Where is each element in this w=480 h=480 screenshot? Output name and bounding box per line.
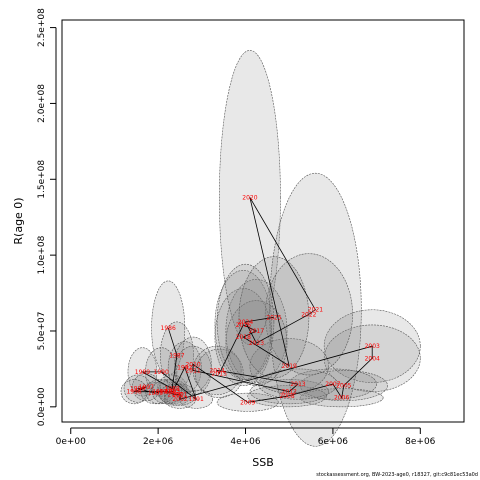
year-label-2018: 2018 [236, 334, 251, 341]
year-labels: 1986 1987 1988 1989 1990 1991 1992 199319941995… [126, 194, 380, 406]
y-tick-label: 2.0e+08 [37, 84, 47, 123]
year-label-1999: 1999 [159, 389, 174, 396]
plot-frame [61, 19, 465, 423]
year-label-1990: 1990 [154, 369, 169, 376]
year-label-2000: 2000 [168, 392, 183, 399]
y-axis: 0.0e+00 5.0e+07 1.0e+08 1.5e+08 2.0e+08 2.5e+… [37, 8, 57, 426]
year-label-1996: 1996 [130, 386, 145, 393]
ellipse-2025 [238, 256, 310, 379]
year-label-2024: 2024 [238, 319, 253, 326]
year-label-2002: 2002 [172, 396, 187, 403]
year-label-2022: 2022 [301, 311, 316, 318]
x-axis: 0e+00 2e+06 4e+06 6e+06 8e+06 [56, 427, 436, 447]
year-label-2010: 2010 [185, 361, 200, 368]
y-tick-label: 1.5e+08 [37, 160, 47, 199]
year-label-2016: 2016 [236, 322, 251, 329]
year-label-2014: 2014 [209, 367, 224, 374]
year-label-1993: 1993 [165, 389, 180, 396]
year-label-2008: 2008 [279, 393, 294, 400]
year-label-1994: 1994 [152, 389, 167, 396]
year-label-1989: 1989 [135, 369, 150, 376]
y-tick-label: 5.0e+07 [37, 312, 47, 351]
recruitment-path [133, 197, 373, 403]
year-label-2025: 2025 [266, 314, 281, 321]
y-tick-label: 2.5e+08 [37, 8, 47, 47]
year-label-2005: 2005 [336, 383, 351, 390]
x-tick-label: 0e+00 [56, 437, 87, 447]
y-tick-label: 1.0e+08 [37, 235, 47, 274]
year-label-2017: 2017 [249, 328, 264, 335]
year-label-2011: 2011 [185, 367, 200, 374]
y-tick-label: 0.0e+00 [37, 387, 47, 426]
year-label-2013: 2013 [290, 381, 305, 388]
y-axis-label: R(age 0) [12, 197, 25, 244]
year-label-2007: 2007 [325, 381, 340, 388]
x-tick-label: 6e+06 [318, 437, 349, 447]
year-label-2021: 2021 [308, 307, 323, 314]
year-label-1987: 1987 [169, 352, 184, 359]
x-axis-label: SSB [252, 456, 274, 469]
x-tick-label: 8e+06 [405, 437, 436, 447]
year-label-2006: 2006 [334, 395, 349, 402]
year-label-2003: 2003 [365, 343, 380, 350]
year-label-1988: 1988 [164, 386, 179, 393]
year-label-1995: 1995 [148, 390, 163, 397]
x-tick-label: 2e+06 [143, 437, 174, 447]
x-tick-label: 4e+06 [230, 437, 261, 447]
year-label-1991: 1991 [189, 396, 204, 403]
year-label-2019: 2019 [282, 363, 297, 370]
year-label-2020: 2020 [242, 194, 257, 201]
year-label-1986: 1986 [161, 325, 176, 332]
year-label-1998: 1998 [126, 389, 141, 396]
year-label-2001: 2001 [172, 392, 187, 399]
recruitment-path-line [133, 197, 373, 403]
year-label-2012: 2012 [282, 389, 297, 396]
year-label-2009: 2009 [240, 399, 255, 406]
year-label-2004: 2004 [365, 355, 380, 362]
year-label-2015: 2015 [212, 370, 227, 377]
year-label-2023: 2023 [249, 340, 264, 347]
footer-credit: stockassessment.org, BW-2023-age0, r1832… [316, 472, 478, 478]
year-label-1997: 1997 [139, 384, 154, 391]
year-label-1992: 1992 [177, 364, 192, 371]
